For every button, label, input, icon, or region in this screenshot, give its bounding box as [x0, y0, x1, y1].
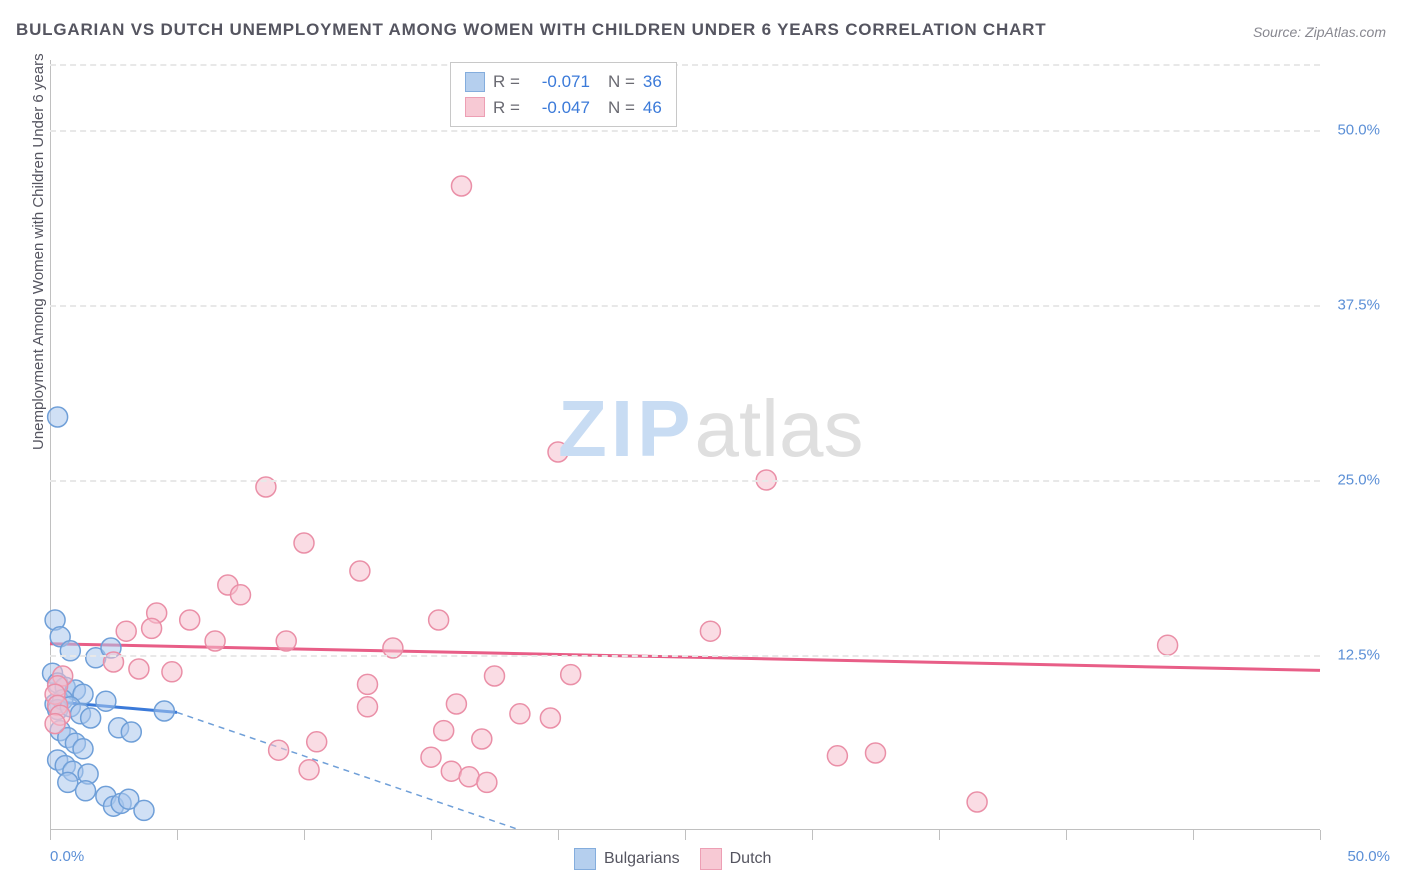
scatter-svg	[50, 60, 1320, 830]
point-dutch	[477, 772, 497, 792]
legend-n-value: 36	[643, 69, 662, 95]
chart-container: BULGARIAN VS DUTCH UNEMPLOYMENT AMONG WO…	[0, 0, 1406, 892]
legend-bottom: Bulgarians Dutch	[574, 848, 771, 870]
x-tick	[1193, 830, 1194, 840]
plot-area: ZIPatlas 0.0% 50.0% 12.5%25.0%37.5%50.0%	[50, 60, 1320, 830]
gridline	[50, 64, 1320, 66]
point-dutch	[540, 708, 560, 728]
source-attribution: Source: ZipAtlas.com	[1253, 24, 1386, 40]
point-dutch	[429, 610, 449, 630]
legend-r-label: R =	[493, 95, 520, 121]
gridline	[50, 655, 1320, 657]
point-bulgarians	[76, 781, 96, 801]
point-dutch	[129, 659, 149, 679]
point-dutch	[700, 621, 720, 641]
point-dutch	[434, 721, 454, 741]
legend-n-value: 46	[643, 95, 662, 121]
point-dutch	[45, 714, 65, 734]
y-tick-label: 25.0%	[1337, 472, 1380, 489]
x-axis-end-label: 50.0%	[1347, 848, 1390, 865]
point-dutch	[299, 760, 319, 780]
point-dutch	[358, 697, 378, 717]
point-bulgarians	[73, 739, 93, 759]
legend-n-label: N =	[608, 69, 635, 95]
point-bulgarians	[60, 641, 80, 661]
point-dutch	[421, 747, 441, 767]
point-dutch	[142, 618, 162, 638]
point-dutch	[231, 585, 251, 605]
legend-n-label: N =	[608, 95, 635, 121]
point-dutch	[472, 729, 492, 749]
point-dutch	[205, 631, 225, 651]
trendline-dutch	[50, 644, 1320, 671]
point-bulgarians	[81, 708, 101, 728]
point-bulgarians	[96, 691, 116, 711]
point-dutch	[561, 665, 581, 685]
point-dutch	[446, 694, 466, 714]
point-dutch	[269, 740, 289, 760]
point-dutch	[459, 767, 479, 787]
x-axis-start-label: 0.0%	[50, 848, 84, 865]
point-dutch	[827, 746, 847, 766]
y-tick-label: 50.0%	[1337, 122, 1380, 139]
legend-item-bulgarians: Bulgarians	[574, 848, 680, 870]
x-tick	[1320, 830, 1321, 840]
point-dutch	[276, 631, 296, 651]
point-dutch	[116, 621, 136, 641]
legend-label-dutch: Dutch	[730, 850, 772, 868]
x-tick	[558, 830, 559, 840]
point-dutch	[485, 666, 505, 686]
y-tick-label: 37.5%	[1337, 297, 1380, 314]
legend-swatch-bulgarians	[465, 72, 485, 92]
x-tick	[939, 830, 940, 840]
x-tick	[1066, 830, 1067, 840]
point-bulgarians	[154, 701, 174, 721]
point-dutch	[358, 674, 378, 694]
gridline	[50, 130, 1320, 132]
legend-swatch-dutch	[700, 848, 722, 870]
x-tick	[812, 830, 813, 840]
x-tick	[50, 830, 51, 840]
point-dutch	[294, 533, 314, 553]
point-bulgarians	[58, 772, 78, 792]
legend-stats-box: R = -0.071 N = 36 R = -0.047 N = 46	[450, 62, 677, 127]
point-dutch	[866, 743, 886, 763]
gridline	[50, 480, 1320, 482]
legend-label-bulgarians: Bulgarians	[604, 850, 680, 868]
legend-swatch-bulgarians	[574, 848, 596, 870]
chart-title: BULGARIAN VS DUTCH UNEMPLOYMENT AMONG WO…	[16, 20, 1046, 40]
point-dutch	[350, 561, 370, 581]
legend-stats-row-bulgarians: R = -0.071 N = 36	[465, 69, 662, 95]
point-bulgarians	[48, 407, 68, 427]
legend-item-dutch: Dutch	[700, 848, 772, 870]
point-bulgarians	[121, 722, 141, 742]
legend-stats-row-dutch: R = -0.047 N = 46	[465, 95, 662, 121]
point-dutch	[162, 662, 182, 682]
y-axis-label: Unemployment Among Women with Children U…	[30, 53, 47, 450]
point-dutch	[548, 442, 568, 462]
point-dutch	[441, 761, 461, 781]
point-dutch	[1158, 635, 1178, 655]
x-tick	[304, 830, 305, 840]
x-tick	[177, 830, 178, 840]
point-dutch	[451, 176, 471, 196]
legend-r-label: R =	[493, 69, 520, 95]
y-tick-label: 12.5%	[1337, 647, 1380, 664]
x-tick	[431, 830, 432, 840]
legend-r-value: -0.047	[528, 95, 590, 121]
point-dutch	[967, 792, 987, 812]
x-tick	[685, 830, 686, 840]
legend-swatch-dutch	[465, 97, 485, 117]
point-bulgarians	[134, 800, 154, 820]
gridline	[50, 305, 1320, 307]
point-dutch	[307, 732, 327, 752]
point-dutch	[510, 704, 530, 724]
legend-r-value: -0.071	[528, 69, 590, 95]
point-dutch	[180, 610, 200, 630]
